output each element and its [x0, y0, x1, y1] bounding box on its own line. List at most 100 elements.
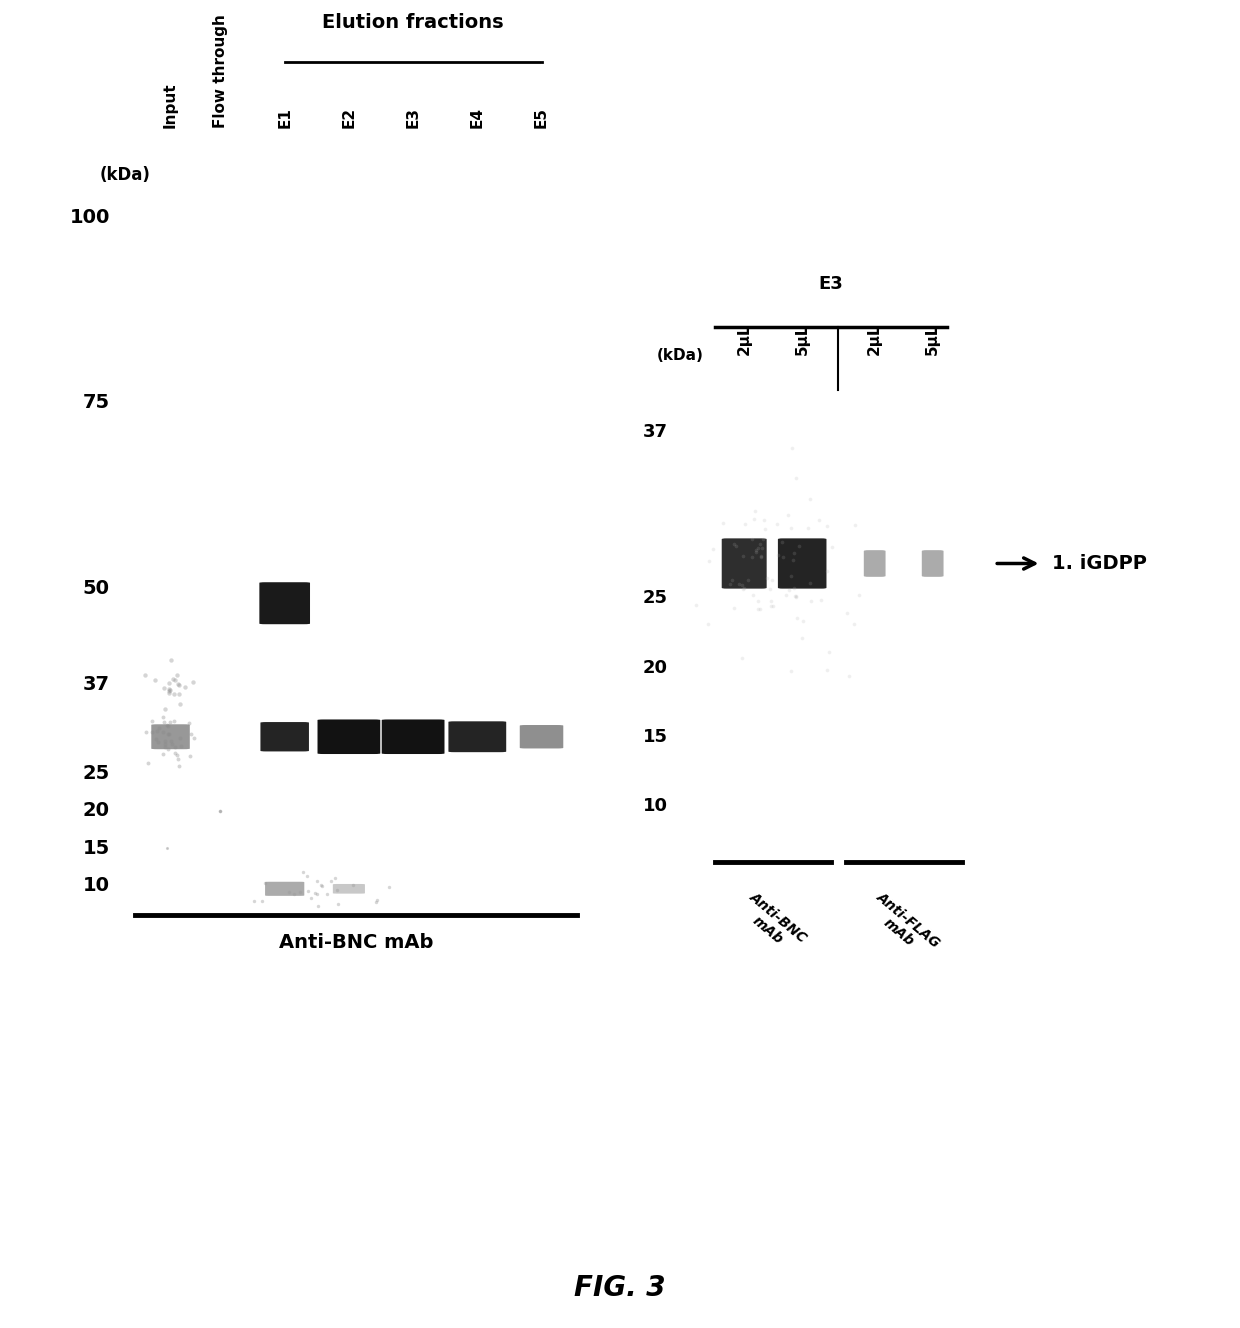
Point — [149, 717, 169, 738]
Point — [316, 883, 336, 904]
Point — [162, 733, 182, 754]
FancyBboxPatch shape — [317, 720, 381, 754]
Text: E2: E2 — [341, 108, 356, 129]
Point — [773, 547, 792, 568]
Text: E3: E3 — [818, 275, 843, 292]
Point — [763, 595, 782, 616]
Point — [308, 895, 327, 916]
Point — [745, 499, 765, 521]
Point — [768, 513, 787, 534]
Point — [343, 874, 363, 895]
Point — [157, 716, 177, 737]
Point — [325, 867, 345, 888]
Point — [763, 570, 782, 591]
Point — [301, 887, 321, 908]
Point — [789, 535, 808, 556]
Point — [135, 664, 155, 685]
Point — [748, 538, 768, 559]
Point — [699, 550, 719, 571]
Point — [753, 538, 773, 559]
Point — [157, 724, 177, 745]
Point — [312, 875, 332, 896]
Text: 15: 15 — [83, 838, 110, 858]
Point — [750, 546, 770, 567]
Point — [773, 531, 792, 552]
Point — [797, 518, 817, 539]
Point — [154, 712, 174, 733]
FancyBboxPatch shape — [382, 720, 444, 754]
Point — [822, 537, 842, 558]
Point — [735, 513, 755, 534]
Point — [279, 882, 299, 903]
Point — [713, 513, 733, 534]
Point — [153, 706, 172, 728]
Point — [761, 596, 781, 618]
Point — [298, 865, 317, 886]
Point — [298, 880, 317, 902]
Point — [329, 894, 348, 915]
Text: Anti-BNC mAb: Anti-BNC mAb — [279, 934, 433, 952]
Point — [743, 584, 763, 606]
Point — [811, 590, 831, 611]
Point — [160, 712, 180, 733]
Point — [786, 586, 806, 607]
Point — [785, 586, 805, 607]
Point — [244, 891, 264, 912]
Text: 10: 10 — [644, 797, 668, 815]
Text: 5μL: 5μL — [795, 324, 810, 355]
Point — [185, 728, 205, 749]
Text: Input: Input — [162, 82, 179, 129]
Point — [321, 870, 341, 891]
FancyBboxPatch shape — [520, 725, 563, 749]
Point — [782, 437, 802, 458]
Point — [785, 543, 805, 564]
Point — [170, 675, 190, 696]
Point — [169, 684, 188, 705]
Point — [306, 870, 326, 891]
Point — [165, 742, 185, 764]
Point — [817, 659, 837, 680]
Point — [136, 721, 156, 742]
Point — [791, 628, 811, 649]
Point — [145, 669, 165, 691]
Point — [180, 712, 200, 733]
Point — [750, 534, 770, 555]
Point — [165, 669, 185, 691]
Point — [146, 729, 166, 750]
Point — [784, 576, 804, 598]
Point — [159, 683, 179, 704]
Text: 2μL: 2μL — [737, 324, 751, 355]
Text: 25: 25 — [83, 765, 110, 784]
Point — [157, 714, 177, 736]
Point — [305, 882, 325, 903]
Point — [820, 641, 839, 663]
Point — [781, 660, 801, 681]
Point — [782, 548, 802, 570]
Point — [366, 891, 386, 912]
Point — [308, 883, 327, 904]
Point — [159, 680, 179, 701]
Point — [161, 730, 181, 752]
Point — [143, 721, 162, 742]
Point — [786, 467, 806, 489]
Point — [733, 578, 753, 599]
Text: 15: 15 — [644, 728, 668, 746]
Point — [167, 744, 187, 765]
Point — [290, 882, 310, 903]
Point — [729, 574, 749, 595]
Point — [175, 676, 195, 697]
Text: 37: 37 — [644, 422, 668, 441]
Point — [739, 570, 759, 591]
Text: 100: 100 — [69, 208, 110, 227]
Point — [733, 546, 753, 567]
Point — [838, 665, 858, 687]
Point — [253, 891, 273, 912]
Text: Anti-BNC
mAb: Anti-BNC mAb — [737, 890, 810, 957]
Point — [155, 699, 175, 720]
Point — [154, 721, 174, 742]
Text: E3: E3 — [405, 108, 420, 129]
FancyBboxPatch shape — [151, 724, 190, 749]
Point — [326, 879, 346, 900]
Point — [750, 598, 770, 619]
Point — [722, 570, 742, 591]
